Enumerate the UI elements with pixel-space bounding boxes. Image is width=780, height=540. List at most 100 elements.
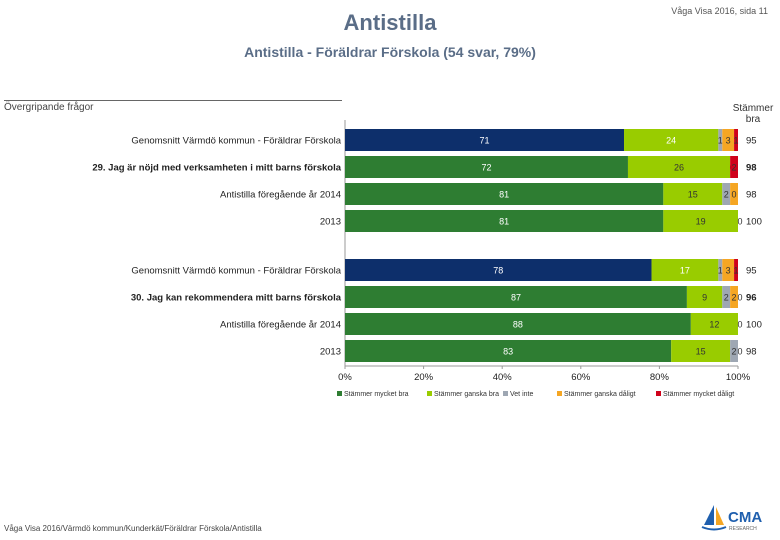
row-total: 100 xyxy=(746,217,762,228)
bar-segment xyxy=(663,210,738,232)
bar-segment xyxy=(345,210,664,232)
bar-value-label: 83 xyxy=(503,347,513,357)
row-total: 98 xyxy=(746,163,757,174)
sail-icon xyxy=(701,505,727,531)
bar-segment xyxy=(345,286,687,308)
bar-value-label: 12 xyxy=(709,320,719,330)
bar-segment xyxy=(651,259,719,281)
legend-swatch xyxy=(656,391,661,396)
bar-value-label: 72 xyxy=(481,163,491,173)
bar-segment xyxy=(734,259,738,281)
row-label: Genomsnitt Värmdö kommun - Föräldrar För… xyxy=(131,266,341,277)
bar-value-label: 0 xyxy=(737,347,742,357)
bar-value-label: 78 xyxy=(493,266,503,276)
bar-segment xyxy=(345,129,625,151)
row-total: 95 xyxy=(746,136,757,147)
bar-value-label: 15 xyxy=(688,190,698,200)
row-label: Antistilla föregående år 2014 xyxy=(220,190,341,201)
row-label: 30. Jag kan rekommendera mitt barns förs… xyxy=(131,293,342,304)
legend-swatch xyxy=(503,391,508,396)
legend-swatch xyxy=(427,391,432,396)
x-tick-label: 60% xyxy=(571,372,591,383)
bar-segment xyxy=(345,340,672,362)
bar-value-label: 0 xyxy=(737,320,742,330)
section-divider xyxy=(4,100,342,101)
bar-value-label: 17 xyxy=(680,266,690,276)
bar-segment xyxy=(718,259,723,281)
legend-swatch xyxy=(557,391,562,396)
row-total: 98 xyxy=(746,190,757,201)
section-label: Övergripande frågor xyxy=(4,102,94,113)
bar-value-label: 0 xyxy=(732,190,737,200)
bar-segment xyxy=(722,183,731,205)
legend-label: Stämmer mycket bra xyxy=(344,391,409,398)
legend-label: Stämmer mycket dåligt xyxy=(663,390,734,398)
bar-segment xyxy=(730,286,738,308)
bar-value-label: 2 xyxy=(724,190,729,200)
logo-subtext: RESEARCH xyxy=(729,526,757,532)
row-total: 100 xyxy=(746,320,762,331)
bar-value-label: 3 xyxy=(726,136,731,146)
x-tick-label: 80% xyxy=(650,372,670,383)
row-total: 96 xyxy=(746,293,757,304)
bar-value-label: 2 xyxy=(724,293,729,303)
bar-value-label: 1 xyxy=(718,136,723,146)
bar-segment xyxy=(345,259,652,281)
page-title: Antistilla xyxy=(343,10,437,35)
bar-segment xyxy=(722,259,735,281)
stacked-bar-chart: Genomsnitt Värmdö kommun - Föräldrar För… xyxy=(92,120,762,398)
bar-value-label: 0 xyxy=(737,293,742,303)
bar-value-label: 2 xyxy=(732,347,737,357)
bar-segment xyxy=(663,183,723,205)
bar-segment xyxy=(345,183,664,205)
row-label: Antistilla föregående år 2014 xyxy=(220,320,341,331)
x-tick-label: 40% xyxy=(493,372,513,383)
bar-segment xyxy=(718,129,723,151)
bar-value-label: 1 xyxy=(734,266,739,276)
legend-label: Stämmer ganska dåligt xyxy=(564,390,636,398)
x-tick-label: 100% xyxy=(726,372,751,383)
bar-value-label: 24 xyxy=(666,136,676,146)
bar-segment xyxy=(345,156,628,178)
bar-segment xyxy=(624,129,719,151)
bar-segment xyxy=(345,313,691,335)
bar-value-label: 26 xyxy=(674,163,684,173)
row-total: 95 xyxy=(746,266,757,277)
bar-value-label: 9 xyxy=(702,293,707,303)
bar-value-label: 88 xyxy=(513,320,523,330)
bar-value-label: 87 xyxy=(511,293,521,303)
x-tick-label: 20% xyxy=(414,372,434,383)
row-label: Genomsnitt Värmdö kommun - Föräldrar För… xyxy=(131,136,341,147)
bar-segment xyxy=(730,156,738,178)
bar-segment xyxy=(690,313,738,335)
page-info: Våga Visa 2016, sida 11 xyxy=(671,6,768,16)
bar-segment xyxy=(730,340,738,362)
legend-swatch xyxy=(337,391,342,396)
bar-segment xyxy=(722,129,735,151)
bar-segment xyxy=(730,183,738,205)
bar-segment xyxy=(627,156,731,178)
bar-value-label: 81 xyxy=(499,190,509,200)
bar-value-label: 81 xyxy=(499,217,509,227)
row-total: 98 xyxy=(746,347,757,358)
bar-value-label: 0 xyxy=(737,217,742,227)
bar-segment xyxy=(671,340,731,362)
bar-value-label: 1 xyxy=(718,266,723,276)
legend-label: Vet inte xyxy=(510,391,533,398)
bar-segment xyxy=(734,129,738,151)
cma-logo: CMA RESEARCH xyxy=(701,505,762,532)
bar-segment xyxy=(722,286,731,308)
row-label: 29. Jag är nöjd med verksamheten i mitt … xyxy=(92,163,341,174)
bar-value-label: 3 xyxy=(726,266,731,276)
legend-label: Stämmer ganska bra xyxy=(434,391,499,398)
bar-value-label: 71 xyxy=(480,136,490,146)
bar-value-label: 2 xyxy=(732,293,737,303)
column-header-stammer-bra: Stämmer bra xyxy=(732,103,774,125)
bar-value-label: 2 xyxy=(732,163,737,173)
bar-segment xyxy=(686,286,723,308)
bar-value-label: 19 xyxy=(696,217,706,227)
row-label: 2013 xyxy=(320,217,341,228)
footer-text: Våga Visa 2016/Värmdö kommun/Kunderkät/F… xyxy=(4,524,262,533)
bar-value-label: 1 xyxy=(734,136,739,146)
bar-value-label: 15 xyxy=(696,347,706,357)
